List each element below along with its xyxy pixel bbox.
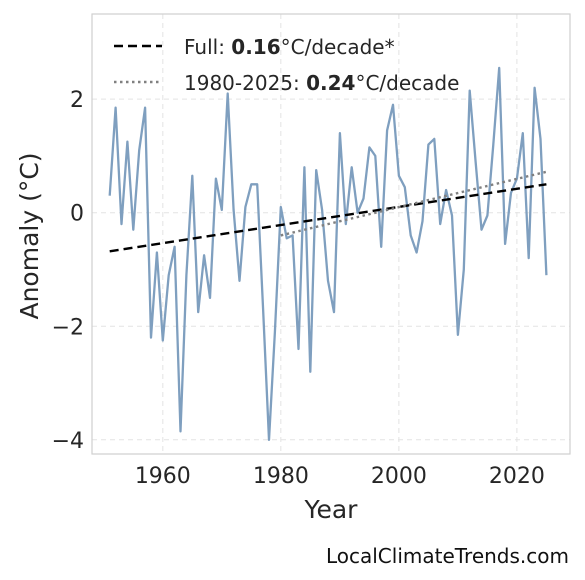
legend: Full: 0.16°C/decade* 1980-2025: 0.24°C/d… — [114, 35, 459, 95]
site-watermark: LocalClimateTrends.com — [325, 544, 569, 568]
full-trend-line — [109, 183, 547, 253]
x-tick-label: 1960 — [135, 464, 191, 489]
anomaly-series-line — [108, 66, 548, 441]
x-tick-label: 2020 — [489, 464, 545, 489]
y-tick-label: 2 — [70, 88, 84, 113]
grid — [92, 14, 570, 454]
y-tick-label: −4 — [52, 429, 84, 454]
y-tick-label: −2 — [52, 315, 84, 340]
legend-recent-label: 1980-2025: 0.24°C/decade — [184, 71, 459, 95]
legend-full-label: Full: 0.16°C/decade* — [184, 35, 395, 59]
plot-frame — [91, 13, 571, 455]
x-axis-title: Year — [304, 495, 359, 524]
y-axis-title: Anomaly (°C) — [15, 152, 44, 319]
x-tick-label: 1980 — [253, 464, 309, 489]
y-tick-label: 0 — [70, 202, 84, 227]
axis-ticks: 1960 1980 2000 2020 −4 −2 0 2 — [52, 88, 545, 489]
x-tick-label: 2000 — [371, 464, 427, 489]
plot-series — [108, 66, 548, 441]
